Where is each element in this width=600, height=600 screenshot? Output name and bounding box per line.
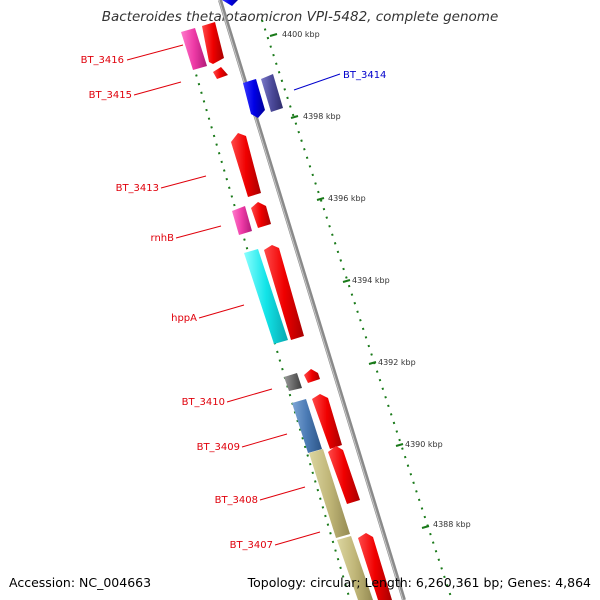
gene-arrow-bt3416 (202, 22, 224, 64)
label-leader (160, 175, 207, 189)
label-leader (241, 433, 288, 448)
gene-label-bt3410: BT_3410 (182, 397, 225, 408)
scale-tick (395, 443, 404, 447)
gene-arrow-hppa-category (244, 249, 288, 344)
gene-arrow-bt3415 (213, 67, 228, 79)
label-leader (126, 44, 184, 61)
scale-tick-label: 4388 kbp (433, 520, 471, 529)
gene-arrow-bt3414 (261, 74, 283, 112)
gene-arrow-bt3409 (312, 394, 342, 449)
gene-label-bt3408: BT_3408 (215, 495, 258, 506)
gene-arrow-bt3408-category (309, 449, 350, 538)
gene-label-bt3409: BT_3409 (197, 442, 240, 453)
gene-arrow-bt3410-category (284, 373, 302, 391)
gene-arrow-rnhb-category (232, 206, 252, 235)
gene-label-hppa: hppA (171, 313, 197, 324)
accession-text: Accession: NC_004663 (9, 575, 152, 590)
gene-arrow-bt3408 (328, 446, 360, 504)
gc-track-inner (185, 39, 351, 600)
gene-label-bt3416: BT_3416 (81, 55, 124, 66)
gene-arrow-hppa (264, 245, 304, 340)
gene-arrow-bt3407 (358, 533, 392, 600)
scale-tick-label: 4396 kbp (328, 194, 366, 203)
label-leader (274, 531, 321, 546)
label-leader (133, 81, 182, 96)
label-leader (198, 304, 245, 319)
gene-arrow-rnhb (251, 202, 271, 228)
scale-tick (269, 33, 278, 37)
gene-label-bt3415: BT_3415 (89, 90, 132, 101)
map-title: Bacteroides thetaiotaomicron VPI-5482, c… (101, 9, 499, 25)
gene-arrow-bt3410 (304, 369, 320, 383)
scale-tick-label: 4398 kbp (303, 112, 341, 121)
scale-tick (368, 361, 377, 365)
label-leader (226, 388, 273, 403)
label-leader (259, 486, 306, 501)
gene-label-bt3414: BT_3414 (343, 70, 386, 81)
scale-tick-label: 4390 kbp (405, 440, 443, 449)
gene-label-rnhb: rnhB (151, 233, 175, 244)
scale-tick (290, 115, 299, 119)
genome-summary-text: Topology: circular; Length: 6,260,361 bp… (247, 575, 591, 590)
scale-tick (421, 525, 430, 529)
gene-arrow-bt3407-category (337, 536, 373, 600)
gene-arrow-bt3409-category (292, 399, 322, 453)
scale-tick (316, 197, 325, 201)
label-leader (293, 73, 341, 91)
gene-arrow-bt3416-category (181, 28, 207, 70)
gene-arrow-bt3413 (231, 133, 261, 197)
scale-tick (342, 279, 351, 283)
gene-label-bt3407: BT_3407 (230, 540, 273, 551)
scale-tick-label: 4392 kbp (378, 358, 416, 367)
gene-label-bt3413: BT_3413 (116, 183, 159, 194)
label-leader (175, 225, 222, 239)
gene-arrow-bt3414-category (243, 79, 265, 118)
scale-tick-label: 4400 kbp (282, 30, 320, 39)
scale-tick-label: 4394 kbp (352, 276, 390, 285)
gene-arrow-partial-top (222, 0, 238, 6)
